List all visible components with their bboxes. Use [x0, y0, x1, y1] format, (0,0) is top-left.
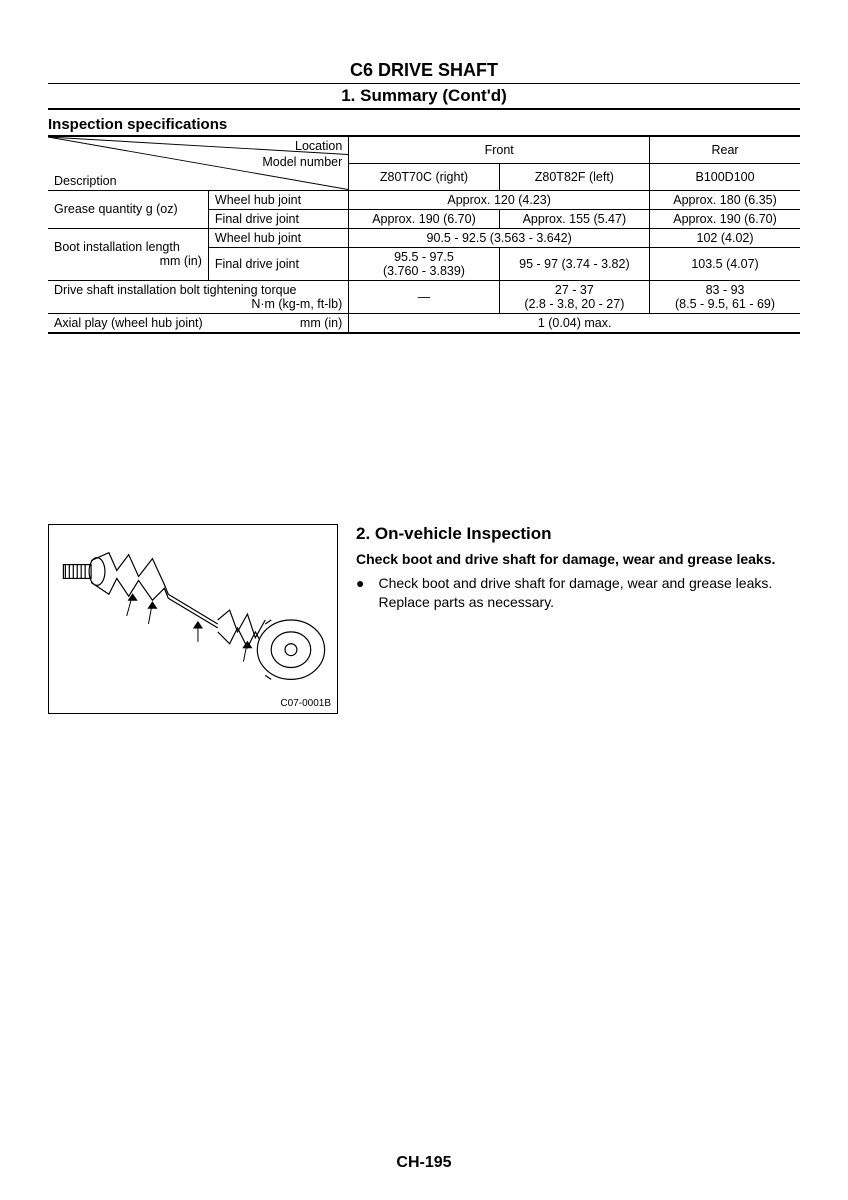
boot-fd-label: Final drive joint — [208, 247, 348, 280]
front-header: Front — [349, 136, 650, 163]
torque-label: Drive shaft installation bolt tightening… — [48, 280, 349, 313]
boot-fd-rear: 103.5 (4.07) — [650, 247, 800, 280]
section-2-subheading: Check boot and drive shaft for damage, w… — [356, 550, 800, 568]
grease-wh-rear: Approx. 180 (6.35) — [650, 190, 800, 209]
torque-front-l: 27 - 37 (2.8 - 3.8, 20 - 27) — [499, 280, 649, 313]
grease-label: Grease quantity g (oz) — [48, 190, 208, 228]
torque-front-r: — — [349, 280, 499, 313]
boot-wh-rear: 102 (4.02) — [650, 228, 800, 247]
diag-header-cell: Location Model number Description — [48, 136, 349, 190]
grease-fd-front-l: Approx. 155 (5.47) — [499, 209, 649, 228]
grease-wh-front: Approx. 120 (4.23) — [349, 190, 650, 209]
rear-model: B100D100 — [650, 163, 800, 190]
boot-wh-label: Wheel hub joint — [208, 228, 348, 247]
diag-model-label: Model number — [262, 155, 342, 169]
boot-fd-front-r: 95.5 - 97.5 (3.760 - 3.839) — [349, 247, 499, 280]
section-2: C07-0001B 2. On-vehicle Inspection Check… — [48, 524, 800, 714]
section-2-body: 2. On-vehicle Inspection Check boot and … — [356, 524, 800, 612]
doc-subtitle: 1. Summary (Cont'd) — [48, 84, 800, 110]
diag-description-label: Description — [54, 174, 117, 188]
doc-title: C6 DRIVE SHAFT — [48, 60, 800, 84]
boot-fd-front-l: 95 - 97 (3.74 - 3.82) — [499, 247, 649, 280]
grease-fd-front-r: Approx. 190 (6.70) — [349, 209, 499, 228]
grease-wh-label: Wheel hub joint — [208, 190, 348, 209]
spec-heading: Inspection specifications — [48, 116, 800, 133]
front-right-model: Z80T70C (right) — [349, 163, 499, 190]
grease-fd-rear: Approx. 190 (6.70) — [650, 209, 800, 228]
boot-label-l1: Boot installation length — [54, 240, 180, 254]
page: C6 DRIVE SHAFT 1. Summary (Cont'd) Inspe… — [0, 0, 848, 1200]
spec-table: Location Model number Description Front … — [48, 135, 800, 334]
figure-id: C07-0001B — [280, 698, 331, 709]
grease-fd-label: Final drive joint — [208, 209, 348, 228]
torque-rear: 83 - 93 (8.5 - 9.5, 61 - 69) — [650, 280, 800, 313]
boot-label: Boot installation length mm (in) — [48, 228, 208, 280]
section-2-title: 2. On-vehicle Inspection — [356, 524, 800, 544]
diag-location-label: Location — [295, 139, 342, 153]
page-number: CH-195 — [0, 1154, 848, 1172]
bullet-icon: ● — [356, 574, 364, 612]
axial-label: Axial play (wheel hub joint) mm (in) — [48, 313, 349, 333]
boot-wh-front: 90.5 - 92.5 (3.563 - 3.642) — [349, 228, 650, 247]
rear-header: Rear — [650, 136, 800, 163]
bullet-text: Check boot and drive shaft for damage, w… — [378, 574, 800, 612]
boot-label-l2: mm (in) — [160, 254, 202, 268]
front-left-model: Z80T82F (left) — [499, 163, 649, 190]
axial-value: 1 (0.04) max. — [349, 313, 800, 333]
drive-shaft-figure: C07-0001B — [48, 524, 338, 714]
section-2-bullet: ● Check boot and drive shaft for damage,… — [356, 574, 800, 612]
